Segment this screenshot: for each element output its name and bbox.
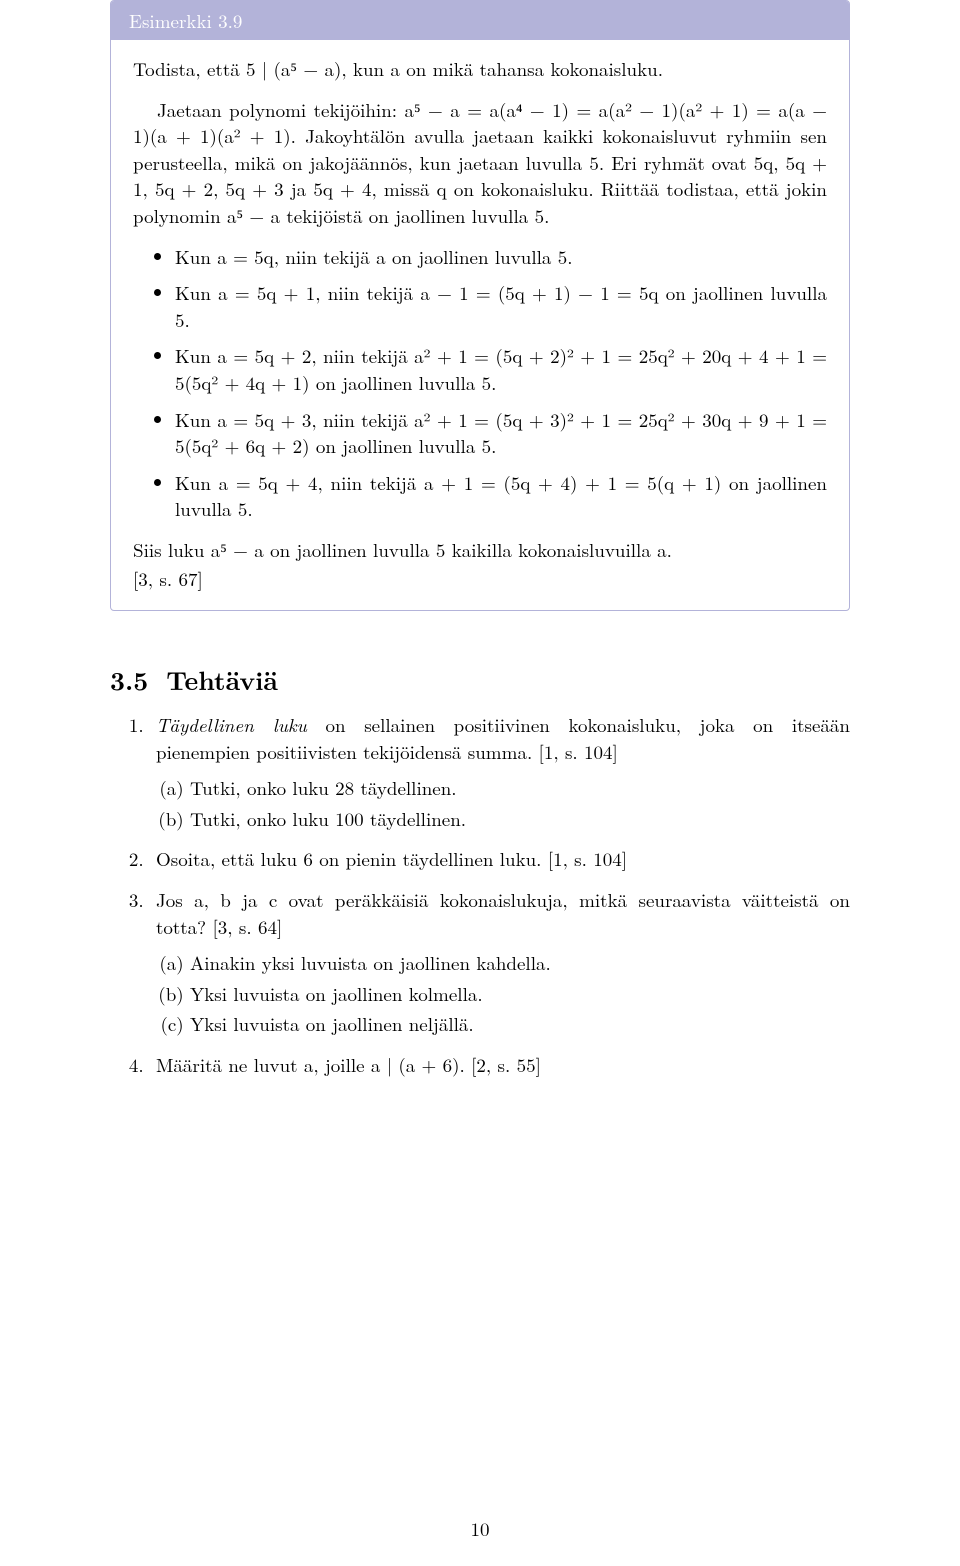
page: Esimerkki 3.9 Todista, että 5 | (a⁵ − a)… <box>0 0 960 1566</box>
subproblem-list: Ainakin yksi luvuista on jaollinen kahde… <box>156 950 850 1038</box>
problem-item: Osoita, että luku 6 on pienin täydelline… <box>150 846 850 873</box>
subproblem-item: Tutki, onko luku 100 täydellinen. <box>190 806 850 833</box>
subproblem-item: Tutki, onko luku 28 täydellinen. <box>190 775 850 802</box>
example-header: Esimerkki 3.9 <box>111 1 849 40</box>
section-title: Tehtäviä <box>166 661 278 698</box>
problem-text: Jos a, b ja c ovat peräkkäisiä kokonaisl… <box>156 886 850 940</box>
problem-text: Osoita, että luku 6 on pienin täydelline… <box>156 845 627 872</box>
example-box: Esimerkki 3.9 Todista, että 5 | (a⁵ − a)… <box>110 0 850 611</box>
subproblem-item: Yksi luvuista on jaollinen kolmella. <box>190 981 850 1008</box>
example-conclusion: Siis luku a⁵ − a on jaollinen luvulla 5 … <box>133 537 827 564</box>
problem-item: Määritä ne luvut a, joille a | (a + 6). … <box>150 1052 850 1079</box>
section-number: 3.5 <box>110 661 148 698</box>
case-item: Kun a = 5q + 2, niin tekijä a² + 1 = (5q… <box>175 343 827 396</box>
problem-item: Täydellinen luku on sellainen positiivin… <box>150 712 850 832</box>
example-claim: Todista, että 5 | (a⁵ − a), kun a on mik… <box>133 56 827 83</box>
case-list: Kun a = 5q, niin tekijä a on jaollinen l… <box>133 244 827 523</box>
problem-text: Määritä ne luvut a, joille a | (a + 6). … <box>156 1051 541 1078</box>
problem-list: Täydellinen luku on sellainen positiivin… <box>110 712 850 1079</box>
example-body: Todista, että 5 | (a⁵ − a), kun a on mik… <box>111 40 849 610</box>
case-item: Kun a = 5q + 4, niin tekijä a + 1 = (5q … <box>175 470 827 523</box>
subproblem-list: Tutki, onko luku 28 täydellinen. Tutki, … <box>156 775 850 832</box>
example-reference: [3, s. 67] <box>133 566 827 593</box>
term-italic: Täydellinen luku <box>156 711 307 738</box>
subproblem-item: Ainakin yksi luvuista on jaollinen kahde… <box>190 950 850 977</box>
subproblem-item: Yksi luvuista on jaollinen neljällä. <box>190 1011 850 1038</box>
case-item: Kun a = 5q + 3, niin tekijä a² + 1 = (5q… <box>175 407 827 460</box>
case-item: Kun a = 5q + 1, niin tekijä a − 1 = (5q … <box>175 280 827 333</box>
problem-item: Jos a, b ja c ovat peräkkäisiä kokonaisl… <box>150 887 850 1038</box>
page-number: 10 <box>0 1515 960 1542</box>
case-item: Kun a = 5q, niin tekijä a on jaollinen l… <box>175 244 827 271</box>
example-setup: Jaetaan polynomi tekijöihin: a⁵ − a = a(… <box>133 97 827 230</box>
section-heading: 3.5 Tehtäviä <box>110 661 850 698</box>
